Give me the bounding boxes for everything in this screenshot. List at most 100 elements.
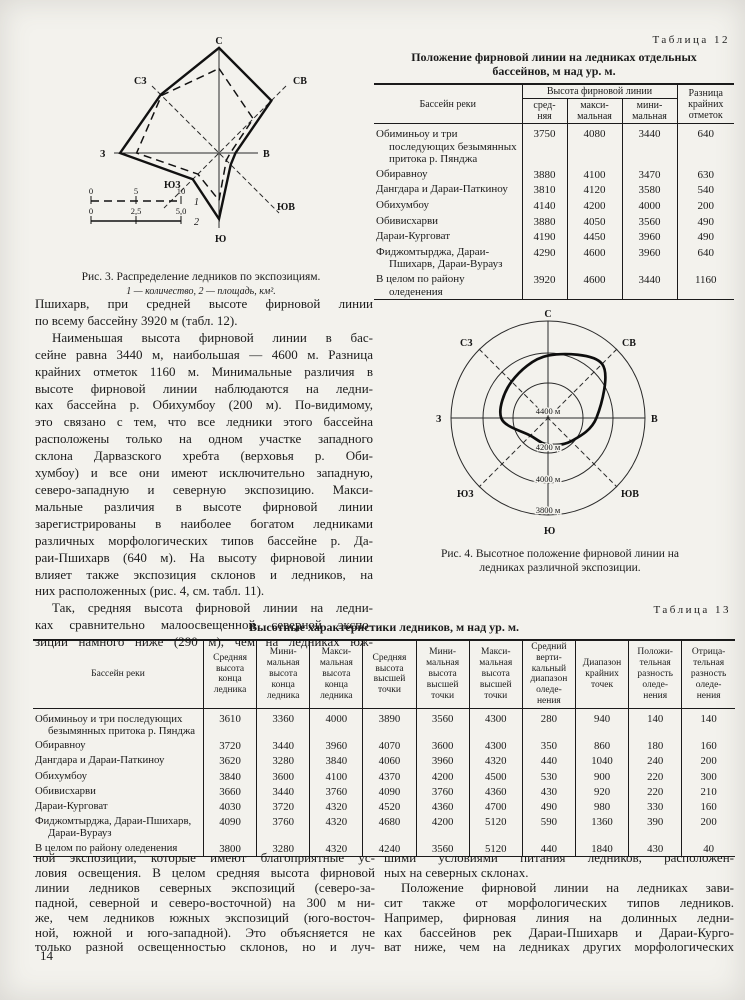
table13-value: 4360: [468, 783, 523, 799]
table13-col-header: Средний верти- кальный диапазон оледе- н…: [521, 640, 576, 709]
table12-value: 640: [676, 244, 734, 272]
figure-4-polar-chart: С СВ В ЮВ Ю ЮЗ З СЗ 4400 м 4200 м 4000 м…: [388, 308, 732, 575]
table12-basin: В целом по району оледенения: [376, 272, 465, 298]
quantity-polygon: [135, 67, 255, 203]
text-line: сейне равна 3440 м, наибольшая — 4600 м.…: [35, 346, 373, 362]
table13-value: 3440: [256, 783, 310, 799]
text-line: раи-Пшихарв (640 м). На высоту фирновой …: [35, 549, 373, 565]
radar-legend: [90, 196, 182, 224]
text-line: высоте фирновой линии наблюдаются на лед…: [35, 380, 373, 396]
text-line: шими условиями питания ледников, располо…: [384, 850, 734, 865]
table13-row: Дараи-Курговат 4030 3720 4320 4520 4360 4700 49…: [33, 799, 735, 815]
table13-value: 3560: [415, 708, 470, 739]
ring-label-4400: 4400 м: [536, 406, 561, 416]
table13-col-header: Мини- мальная высота конца ледника: [256, 640, 310, 709]
text-line: падной, северной и северо-восточной) на …: [35, 894, 375, 910]
table12-value: 3880: [521, 213, 567, 230]
table13-value: 4320: [309, 840, 363, 857]
table13-value: 980: [574, 799, 629, 815]
body-text-bottom-left: ной экспозиции, которые имеют благоприят…: [35, 850, 375, 955]
table12-value: 4050: [566, 213, 622, 230]
table13-value: 4090: [202, 814, 257, 841]
table13-value: 3280: [256, 753, 310, 769]
radar-legend-labels: 0 5 10 1 0 2,5 5,0 2: [89, 186, 199, 228]
table-12-header: Бассейн реки Высота фирновой линии Разни…: [374, 84, 734, 124]
table12-value: 630: [676, 166, 734, 183]
table-13-block: Таблица 13 Высотные характеристики ледни…: [33, 604, 735, 857]
table12-value: 4600: [566, 244, 622, 272]
table12-value: 4080: [566, 123, 622, 167]
table12-value: 540: [676, 182, 734, 198]
table13-value: 4000: [309, 708, 363, 739]
table13-value: 4320: [309, 799, 363, 815]
text-line: ных на северных склонах.: [384, 864, 529, 880]
table12-group-header: Высота фирновой линии: [521, 84, 677, 99]
table13-value: 530: [521, 768, 576, 784]
table13-value: 3600: [256, 768, 310, 784]
table12-value: 3960: [621, 229, 677, 245]
table12-basin: Обихумбоу: [376, 198, 430, 211]
text-line: ках бассейнов рек Дараи-Пшихарв и Дараи-…: [384, 924, 734, 940]
table13-value: 3560: [415, 840, 470, 857]
table13-col-header: Положи- тельная разность оледе- нения: [628, 640, 682, 709]
table13-value: 140: [681, 708, 735, 739]
table13-value: 430: [521, 783, 576, 799]
table-12-tag: Таблица 12: [652, 34, 730, 46]
table13-value: 3800: [202, 840, 257, 857]
table12-row: Дараи-Курговат 4190 4450 3960 490: [374, 229, 734, 245]
table13-row: Обиравноу 3720 3440 3960 4070 3600 4300 350 860 1…: [33, 738, 735, 754]
table12-value: 4600: [566, 271, 622, 300]
table13-value: 330: [628, 799, 682, 815]
legend-series-1: 1: [194, 197, 199, 208]
dir-nw: СЗ: [460, 338, 473, 349]
firn-line-curve: [499, 352, 607, 447]
table13-value: 4070: [362, 738, 417, 754]
table13-value: 240: [628, 753, 682, 769]
polar-ring-labels: 4400 м 4200 м 4000 м 3800 м: [534, 405, 562, 517]
legend-tick: 0: [89, 206, 93, 216]
table12-row: Фиджомтырджа, Дараи-Пшихарв, Дараи-Вурау…: [374, 244, 734, 272]
table12-row: Обихумбоу 4140 4200 4000 200: [374, 197, 734, 214]
body-text-bottom-right: шими условиями питания ледников, располо…: [384, 850, 734, 955]
table12-value: 3920: [521, 271, 567, 300]
figure-4-caption: Рис. 4. Высотное положение фирновой лини…: [440, 548, 680, 574]
table13-value: 350: [521, 738, 576, 754]
table13-value: 920: [574, 783, 629, 799]
ring-label-3800: 3800 м: [536, 505, 561, 515]
table12-value: 3750: [521, 123, 567, 167]
dir-e: В: [651, 414, 658, 425]
table12-basin: Дангдара и Дараи-Паткиноу: [376, 183, 508, 196]
table12-sub-header: мини- мальная: [621, 98, 677, 124]
table13-value: 3610: [202, 708, 257, 739]
table13-value: 5120: [468, 840, 523, 857]
table12-basin: Дараи-Курговат: [376, 230, 451, 243]
table-12-body: Обиминьоу и три последующих безымянных п…: [374, 123, 734, 300]
table12-value: 3810: [521, 182, 567, 198]
text-line: Например, фирновая линия на долинных лед…: [384, 909, 734, 925]
table12-basin: Обиминьоу и три последующих безымянных п…: [376, 128, 517, 166]
table12-value: 490: [676, 229, 734, 245]
table13-value: 3600: [415, 738, 470, 754]
table13-value: 1840: [574, 840, 629, 857]
table12-value: 3440: [621, 123, 677, 167]
text-line: это связано с тем, что все ледники этого…: [35, 414, 373, 430]
table13-row: Фиджомтырджа, Дараи-Пшихарв, Дараи-Вурау…: [33, 814, 735, 841]
table13-value: 1040: [574, 753, 629, 769]
dir-sw: ЮЗ: [457, 489, 474, 500]
table-13: Бассейн реки Средняя высота конца ледник…: [33, 639, 735, 857]
table13-row: Обиминьоу и три последующих безымянных п…: [33, 708, 735, 739]
text-line: только разной освещенностью склонов, но …: [35, 939, 375, 955]
table-13-body: Обиминьоу и три последующих безымянных п…: [33, 708, 735, 857]
table12-basin: Обивисхарви: [376, 214, 439, 227]
firn-line-polar-diagram: С СВ В ЮВ Ю ЮЗ З СЗ 4400 м 4200 м 4000 м…: [436, 309, 658, 537]
table13-value: 3660: [202, 783, 257, 799]
dir-ne: СВ: [293, 76, 307, 87]
table13-value: 3760: [256, 814, 310, 841]
table12-basin: Фиджомтырджа, Дараи-Пшихарв, Дараи-Вурау…: [376, 245, 503, 271]
dir-e: В: [263, 149, 270, 160]
table13-value: 4060: [362, 753, 417, 769]
table13-basin: Обихумбоу: [35, 769, 88, 782]
text-line: линии ледников северных экспозиций (севе…: [35, 879, 375, 895]
area-polygon: [118, 46, 273, 222]
table13-basin: Обивисхарви: [35, 784, 96, 797]
